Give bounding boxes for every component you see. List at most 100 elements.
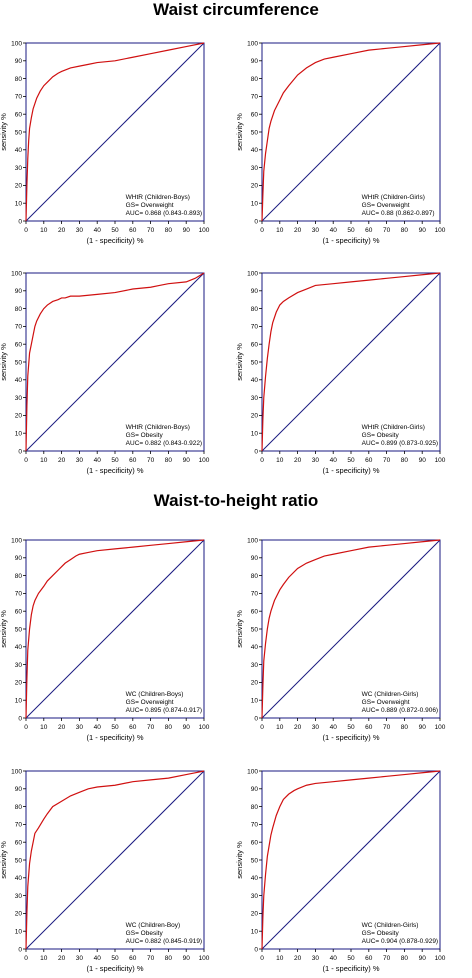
annotation-text: AUC= 0.882 (0.843-0.922) [126, 440, 202, 447]
x-axis-label: (1 - specificity) % [322, 733, 379, 742]
reference-diagonal [25, 770, 205, 950]
y-tick-label: 80 [251, 76, 259, 83]
x-tick-label: 90 [183, 955, 191, 962]
reference-diagonal [261, 272, 441, 452]
y-tick-label: 50 [251, 129, 259, 136]
roc-curve-line [25, 42, 205, 222]
y-tick-label: 80 [15, 804, 23, 811]
y-tick-label: 70 [15, 591, 23, 598]
annotation-text: WC (Children-Boys) [126, 691, 184, 698]
y-tick-label: 100 [11, 537, 22, 544]
x-axis-label: (1 - specificity) % [86, 733, 143, 742]
x-tick-label: 20 [294, 457, 302, 464]
x-tick-label: 40 [94, 955, 102, 962]
y-tick-label: 0 [254, 448, 258, 455]
annotation-text: AUC= 0.899 (0.873-0.925) [362, 440, 438, 447]
y-tick-label: 80 [251, 804, 259, 811]
x-tick-label: 10 [40, 724, 48, 731]
annotation-text: GS= Obesity [362, 930, 400, 937]
roc-curve-line [261, 42, 441, 222]
annotation-text: WHtR (Children-Girls) [362, 424, 425, 431]
x-tick-label: 60 [129, 724, 137, 731]
x-tick-label: 30 [312, 227, 320, 234]
y-tick-label: 40 [15, 377, 23, 384]
annotation-text: WHtR (Children-Boys) [126, 194, 190, 201]
roc-curve-line [25, 272, 205, 452]
y-tick-label: 90 [251, 58, 259, 65]
annotation-text: GS= Overweight [362, 699, 410, 706]
x-tick-label: 80 [165, 227, 173, 234]
x-tick-label: 100 [199, 724, 210, 731]
x-tick-label: 90 [183, 227, 191, 234]
y-tick-label: 70 [15, 822, 23, 829]
y-axis-label: sensivity % [235, 343, 244, 381]
y-tick-label: 70 [15, 94, 23, 101]
x-tick-label: 50 [347, 227, 355, 234]
y-tick-label: 60 [251, 112, 259, 119]
y-tick-label: 40 [15, 875, 23, 882]
x-tick-label: 50 [111, 227, 119, 234]
roc-chart-6: 0 10 20 30 40 50 60 70 80 90 100 0 10 20 30 40 50 60 70 80 9… [235, 537, 446, 742]
y-tick-label: 90 [251, 555, 259, 562]
annotation-text: WC (Children-Girls) [362, 691, 419, 698]
y-tick-label: 100 [247, 768, 258, 775]
y-tick-label: 40 [15, 147, 23, 154]
annotation-text: GS= Obesity [362, 432, 400, 439]
x-tick-label: 90 [419, 724, 427, 731]
roc-chart-3: 0 10 20 30 40 50 60 70 80 90 100 0 10 20 30 40 50 60 70 80 9… [0, 270, 210, 475]
x-tick-label: 30 [312, 724, 320, 731]
x-tick-label: 80 [165, 724, 173, 731]
x-tick-label: 50 [347, 724, 355, 731]
x-tick-label: 80 [401, 227, 409, 234]
y-tick-label: 10 [251, 698, 259, 705]
y-tick-label: 60 [15, 840, 23, 847]
y-tick-label: 50 [15, 359, 23, 366]
y-tick-label: 20 [251, 413, 259, 420]
x-tick-label: 80 [165, 955, 173, 962]
x-tick-label: 0 [24, 227, 28, 234]
annotation-text: GS= Overweight [126, 699, 174, 706]
x-tick-label: 60 [129, 955, 137, 962]
y-tick-label: 70 [15, 324, 23, 331]
y-tick-label: 50 [251, 626, 259, 633]
x-axis-label: (1 - specificity) % [322, 236, 379, 245]
annotation-text: WHtR (Children-Boys) [126, 424, 190, 431]
y-axis-label: sensivity % [0, 610, 8, 648]
y-tick-label: 80 [251, 573, 259, 580]
roc-curve-line [25, 539, 205, 719]
y-tick-label: 20 [15, 413, 23, 420]
x-tick-label: 50 [111, 724, 119, 731]
x-tick-label: 30 [76, 955, 84, 962]
y-tick-label: 10 [251, 431, 259, 438]
x-tick-label: 30 [312, 955, 320, 962]
x-tick-label: 50 [111, 457, 119, 464]
x-tick-label: 70 [383, 227, 391, 234]
x-tick-label: 40 [94, 724, 102, 731]
x-tick-label: 20 [58, 457, 66, 464]
roc-chart-1: 0 10 20 30 40 50 60 70 80 90 100 0 10 20 30 40 50 60 70 80 9… [0, 40, 210, 245]
section-title-waist-to-height-ratio: Waist-to-height ratio [153, 491, 319, 510]
y-tick-label: 20 [251, 680, 259, 687]
y-tick-label: 90 [251, 288, 259, 295]
annotation-text: GS= Obesity [126, 432, 164, 439]
x-axis-label: (1 - specificity) % [86, 236, 143, 245]
reference-diagonal [25, 272, 205, 452]
y-tick-label: 10 [15, 698, 23, 705]
x-tick-label: 20 [294, 724, 302, 731]
y-tick-label: 10 [15, 201, 23, 208]
annotation-text: GS= Overweight [362, 202, 410, 209]
x-tick-label: 60 [365, 227, 373, 234]
annotation-text: AUC= 0.88 (0.862-0.897) [362, 210, 435, 217]
y-tick-label: 70 [251, 822, 259, 829]
x-tick-label: 20 [58, 227, 66, 234]
y-tick-label: 20 [15, 183, 23, 190]
reference-diagonal [261, 770, 441, 950]
reference-diagonal [261, 42, 441, 222]
y-axis-label: sensivity % [0, 841, 8, 879]
x-tick-label: 30 [312, 457, 320, 464]
annotation-text: AUC= 0.904 (0.878-0.929) [362, 938, 438, 945]
x-tick-label: 70 [147, 724, 155, 731]
x-tick-label: 10 [40, 955, 48, 962]
y-tick-label: 10 [15, 431, 23, 438]
y-tick-label: 20 [251, 183, 259, 190]
